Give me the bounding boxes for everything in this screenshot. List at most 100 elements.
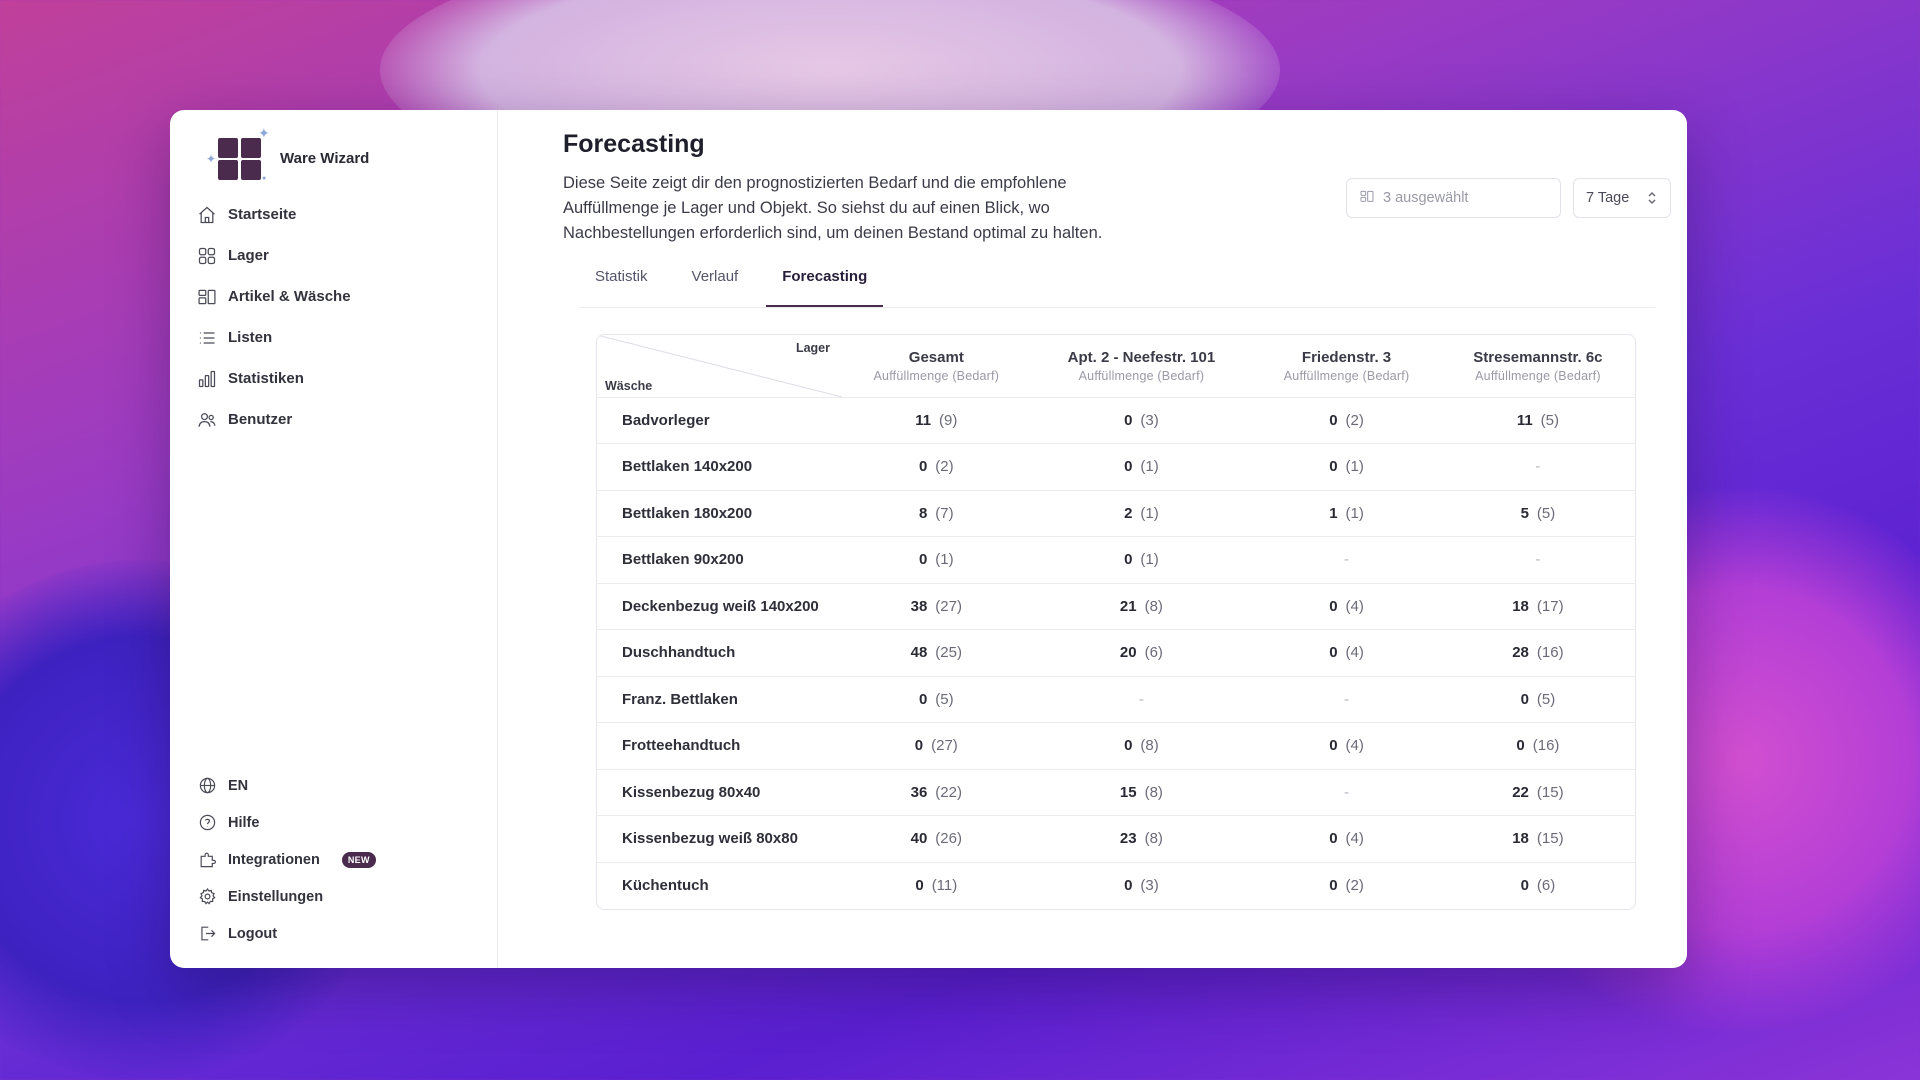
demand-amount: (9) <box>939 411 958 429</box>
users-icon <box>196 409 218 431</box>
tab-forecasting[interactable]: Forecasting <box>766 258 884 307</box>
demand-amount: (26) <box>935 830 962 848</box>
demand-amount: (5) <box>1536 690 1556 708</box>
row-label: Deckenbezug weiß 140x200 <box>622 597 819 615</box>
row-label: Bettlaken 140x200 <box>622 458 753 476</box>
puzzle-icon <box>196 849 218 871</box>
table-cell: 21 (8) <box>1031 583 1253 630</box>
demand-amount: (1) <box>1140 504 1159 522</box>
row-label: Bettlaken 90x200 <box>622 551 744 569</box>
refill-amount: 18 <box>1512 597 1529 615</box>
refill-amount: 0 <box>1329 597 1338 615</box>
sidebar-item-hilfe[interactable]: Hilfe <box>170 804 497 841</box>
sidebar-item-einstellungen[interactable]: Einstellungen <box>170 878 497 915</box>
brand[interactable]: ✦ ✦ ● Ware Wizard <box>170 110 497 182</box>
page-description: Diese Seite zeigt dir den prognostiziert… <box>563 174 1103 242</box>
column-subtitle: Auffüllmenge (Bedarf) <box>1078 368 1205 383</box>
sidebar-item-integrationen[interactable]: Integrationen NEW <box>170 841 497 878</box>
filter-controls: 3 ausgewählt 7 Tage <box>1346 178 1671 218</box>
demand-amount: (17) <box>1536 597 1564 615</box>
refill-amount: 0 <box>915 877 924 894</box>
help-icon <box>196 812 218 834</box>
table-row: Bettlaken 90x200 0 (1) 0 (1) - - <box>597 536 1635 584</box>
sidebar-item-language[interactable]: EN <box>170 767 497 804</box>
table-cell: 0 (27) <box>842 723 1031 770</box>
refill-amount: 0 <box>1520 877 1529 894</box>
table-cell: 0 (1) <box>842 537 1031 584</box>
refill-amount: 0 <box>1329 737 1338 755</box>
globe-icon <box>196 775 218 797</box>
table-cell: 2 (1) <box>1031 490 1253 537</box>
refill-amount: 2 <box>1124 504 1133 522</box>
sidebar-item-logout[interactable]: Logout <box>170 915 497 952</box>
column-name: Friedenstr. 3 <box>1301 348 1392 366</box>
app-name: Ware Wizard <box>280 149 370 167</box>
app-logo-icon: ✦ ✦ ● <box>206 125 270 182</box>
column-name: Gesamt <box>908 348 964 366</box>
row-label: Küchentuch <box>622 877 709 894</box>
refill-amount: 36 <box>910 783 928 801</box>
sidebar-item-startseite[interactable]: Startseite <box>170 194 497 235</box>
table-row: Bettlaken 140x200 0 (2) 0 (1) 0 (1) - <box>597 443 1635 491</box>
refill-amount: 38 <box>910 597 928 615</box>
table-cell: 0 (16) <box>1441 723 1635 770</box>
forecast-table: Lager Wäsche Gesamt Auffüllmenge (Bedarf… <box>596 334 1636 910</box>
table-cell: 18 (17) <box>1441 583 1635 630</box>
table-cell: 0 (4) <box>1252 816 1441 863</box>
refill-amount: 0 <box>1124 551 1133 569</box>
sidebar-item-benutzer[interactable]: Benutzer <box>170 399 497 440</box>
refill-amount: 0 <box>918 551 928 569</box>
refill-amount: 0 <box>1329 644 1338 662</box>
demand-amount: (5) <box>1536 504 1556 522</box>
refill-amount: 0 <box>1516 737 1525 755</box>
refill-amount: 11 <box>1516 411 1533 429</box>
sidebar-item-label: Startseite <box>228 206 297 223</box>
tab-verlauf[interactable]: Verlauf <box>691 268 739 285</box>
demand-amount: (27) <box>935 597 962 615</box>
column-subtitle: Auffüllmenge (Bedarf) <box>1475 368 1601 383</box>
table-row: Kissenbezug 80x40 36 (22) 15 (8) - 22 (15) <box>597 769 1635 816</box>
items-icon <box>196 286 218 308</box>
demand-amount: (1) <box>1140 458 1159 476</box>
demand-amount: (8) <box>1144 830 1163 848</box>
refill-amount: 0 <box>918 458 928 476</box>
column-name: Stresemannstr. 6c <box>1473 348 1603 366</box>
demand-amount: (16) <box>1532 737 1560 755</box>
gear-icon <box>196 886 218 908</box>
sidebar-item-statistiken[interactable]: Statistiken <box>170 358 497 399</box>
refill-amount: 40 <box>910 830 928 848</box>
sidebar-item-label: Statistiken <box>228 370 304 387</box>
refill-amount: 11 <box>915 411 932 429</box>
sidebar-item-artikel[interactable]: Artikel & Wäsche <box>170 276 497 317</box>
refill-amount: 0 <box>1329 411 1338 429</box>
table-cell: - <box>1252 537 1441 584</box>
demand-amount: (15) <box>1536 830 1564 848</box>
refill-amount: 8 <box>918 504 928 522</box>
warehouse-filter-icon <box>1359 188 1383 208</box>
location-multi-select[interactable]: 3 ausgewählt <box>1346 178 1561 218</box>
table-cell: 15 (8) <box>1031 769 1253 816</box>
row-label: Kissenbezug weiß 80x80 <box>622 830 798 848</box>
table-cell: 38 (27) <box>842 583 1031 630</box>
demand-amount: (8) <box>1144 783 1163 801</box>
tab-statistik[interactable]: Statistik <box>595 268 648 285</box>
demand-amount: (5) <box>1540 411 1560 429</box>
empty-value: - <box>1535 551 1541 569</box>
sidebar-item-lager[interactable]: Lager <box>170 235 497 276</box>
page-title: Forecasting <box>563 130 705 158</box>
demand-amount: (27) <box>931 737 958 755</box>
refill-amount: 28 <box>1512 644 1529 662</box>
demand-amount: (1) <box>1345 458 1364 476</box>
sidebar-item-label: Lager <box>228 247 269 264</box>
days-select[interactable]: 7 Tage <box>1573 178 1671 218</box>
table-cell: 1 (1) <box>1252 490 1441 537</box>
table-cell: 0 (11) <box>842 862 1031 909</box>
list-icon <box>196 327 218 349</box>
refill-amount: 0 <box>1329 877 1338 894</box>
demand-amount: (11) <box>931 877 958 894</box>
table-body: Badvorleger 11 (9) 0 (3) 0 (2) 11 (5) Bettlaken 1… <box>597 397 1635 909</box>
table-cell: 0 (2) <box>1252 862 1441 909</box>
table-cell: 0 (1) <box>1031 444 1253 491</box>
demand-amount: (8) <box>1144 597 1163 615</box>
sidebar-item-listen[interactable]: Listen <box>170 317 497 358</box>
